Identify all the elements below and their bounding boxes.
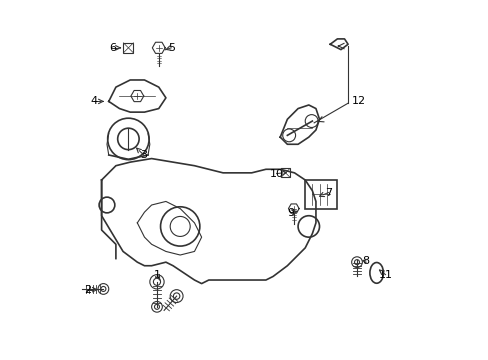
Text: 11: 11 xyxy=(378,270,392,280)
Text: 2: 2 xyxy=(83,285,91,295)
Text: 1: 1 xyxy=(153,270,160,280)
Bar xyxy=(123,43,133,53)
Text: 6: 6 xyxy=(109,43,116,53)
Text: 8: 8 xyxy=(362,256,369,266)
Text: 5: 5 xyxy=(167,43,174,53)
Text: 12: 12 xyxy=(351,96,365,106)
Text: 9: 9 xyxy=(287,208,294,218)
Bar xyxy=(281,168,289,177)
Text: 7: 7 xyxy=(324,188,331,198)
Text: 10: 10 xyxy=(269,168,283,179)
Text: 3: 3 xyxy=(140,150,147,160)
Bar xyxy=(305,180,337,208)
Text: 4: 4 xyxy=(91,96,98,107)
